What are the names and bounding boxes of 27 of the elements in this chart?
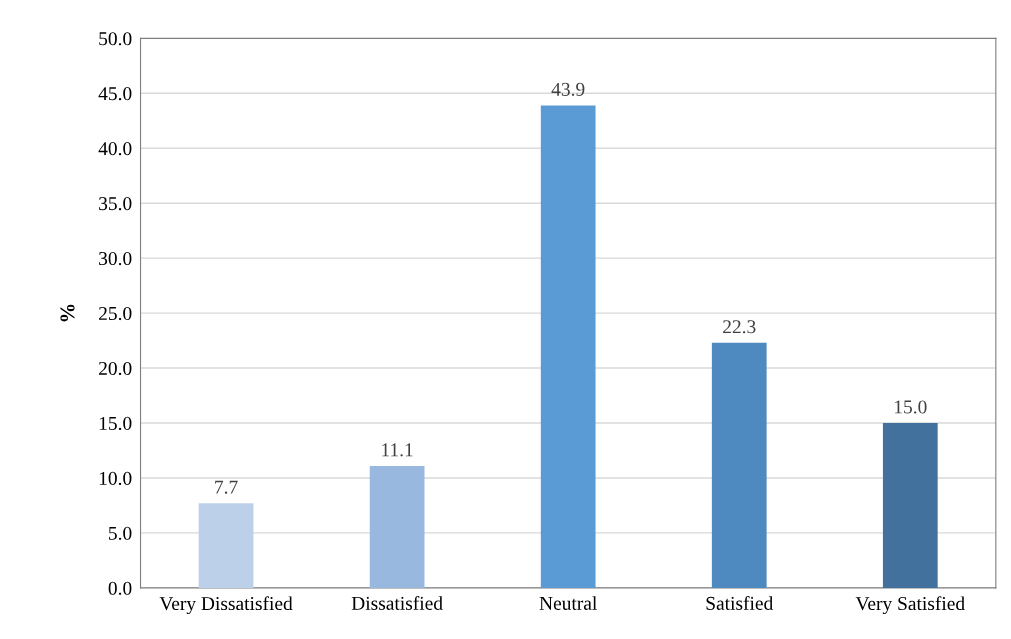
y-tick-label: 35.0 [99, 197, 132, 211]
y-tick-label: 15.0 [99, 416, 132, 431]
bar [882, 423, 938, 588]
bar [540, 105, 596, 588]
x-tick-label: Very Satisfied [855, 596, 965, 615]
y-tick-label: 50.0 [99, 32, 132, 46]
y-tick-label: 10.0 [99, 471, 132, 485]
data-label: 7.7 [215, 480, 238, 494]
y-tick-label: 45.0 [98, 87, 132, 101]
y-tick-label: 25.0 [99, 306, 132, 321]
y-tick-label: 40.0 [98, 142, 132, 156]
y-tick-label: 20.0 [99, 361, 132, 376]
x-tick-label: Dissatisfied [351, 596, 443, 610]
data-label: 11.1 [382, 443, 413, 457]
bar [198, 503, 254, 588]
y-tick-label: 0.0 [108, 581, 132, 595]
y-axis-title: % [60, 304, 75, 322]
bar [711, 342, 767, 588]
y-tick-label: 5.0 [109, 526, 132, 540]
y-tick-label: 30.0 [99, 251, 132, 266]
x-tick-label: Neutral [539, 596, 597, 610]
data-label: 43.9 [551, 82, 585, 96]
data-label: 15.0 [895, 400, 927, 414]
x-tick-label: Very Dissatisfied [159, 596, 293, 615]
bar [369, 465, 425, 588]
data-label: 22.3 [723, 320, 756, 334]
x-tick-label: Satisfied [706, 596, 774, 610]
